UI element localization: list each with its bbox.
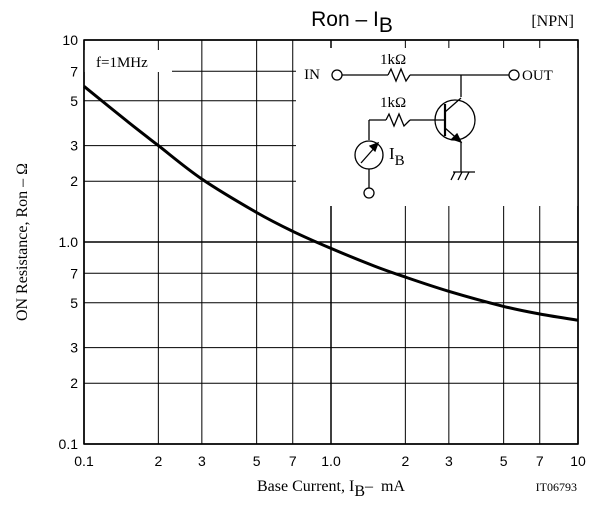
series-resistor [387, 67, 411, 83]
y-tick-label: 2 [70, 375, 78, 391]
ground-symbol [450, 171, 456, 181]
base-resistor-label: 1kΩ [380, 95, 406, 111]
base-resistor [385, 112, 411, 128]
circuit-inset-background [296, 48, 578, 206]
x-tick-label: 3 [445, 453, 453, 469]
device-tag: [NPN] [531, 13, 574, 30]
chart-title-subscript: B [379, 14, 393, 37]
circuit-diagram: IN OUT 1kΩ 1kΩ IB [304, 52, 553, 199]
base-terminal [363, 187, 375, 199]
x-axis-label: Base Current, IB– mA [257, 478, 405, 500]
plot-frame [83, 39, 579, 445]
condition-label: f=1MHz [96, 55, 148, 71]
y-tick-label: 7 [70, 63, 78, 79]
x-tick-label: 10 [570, 453, 586, 469]
out-terminal [508, 69, 520, 81]
figure-code: IT06793 [536, 480, 577, 494]
x-tick-label: 7 [289, 453, 297, 469]
x-tick-label: 0.1 [74, 453, 94, 469]
ron-curve [83, 85, 579, 322]
circuit-in-label: IN [304, 67, 320, 83]
circuit-out-label: OUT [522, 68, 553, 84]
x-tick-label: 5 [500, 453, 508, 469]
y-tick-label: 7 [70, 265, 78, 281]
x-tick-label: 5 [253, 453, 261, 469]
y-tick-label: 5 [70, 93, 78, 109]
series-resistor-label: 1kΩ [380, 52, 406, 68]
x-tick-label: 1.0 [321, 453, 341, 469]
chart-title: Ron – IB [311, 8, 393, 37]
condition-label-background [84, 50, 172, 72]
y-tick-label: 2 [70, 173, 78, 189]
x-tick-label: 2 [401, 453, 409, 469]
y-tick-label: 10 [62, 32, 78, 48]
y-axis-label: ON Resistance, Ron – Ω [14, 163, 31, 321]
y-tick-label: 0.1 [59, 436, 79, 452]
tick-labels: 0.1 2 3 5 7 1.0 2 3 5 7 10 0.1 2 3 5 7 1.0 2 3 5 7 10 [59, 32, 586, 469]
y-tick-label: 3 [70, 340, 78, 356]
x-tick-label: 2 [154, 453, 162, 469]
y-tick-label: 3 [70, 138, 78, 154]
y-tick-label: 5 [70, 295, 78, 311]
ammeter-label: IB [389, 144, 405, 169]
x-tick-label: 7 [536, 453, 544, 469]
x-tick-label: 3 [198, 453, 206, 469]
y-tick-label: 1.0 [59, 234, 79, 250]
